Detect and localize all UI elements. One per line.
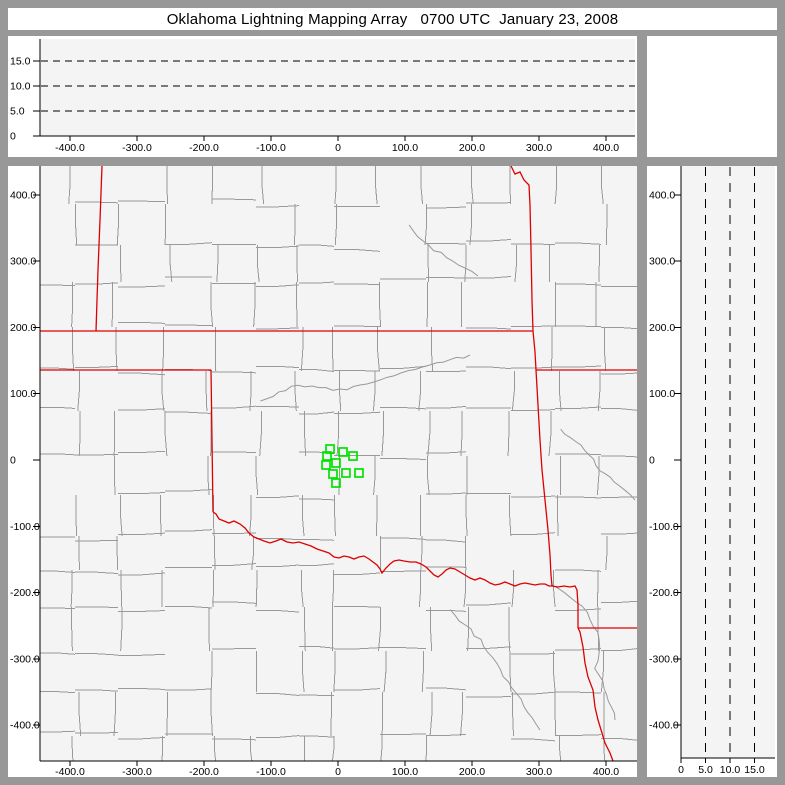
x-tick-label: 400.0 bbox=[593, 142, 619, 154]
state-border-line bbox=[95, 166, 103, 332]
y-tick-label: 100.0 bbox=[649, 388, 675, 400]
state-border-line bbox=[510, 166, 534, 332]
lma-station-marker bbox=[328, 469, 338, 479]
page-title: Oklahoma Lightning Mapping Array 0700 UT… bbox=[166, 10, 619, 28]
x-tick-label: -200.0 bbox=[189, 766, 219, 777]
y-tick-label: 200.0 bbox=[10, 322, 36, 334]
state-border-line bbox=[210, 369, 214, 513]
y-tick-label: 300.0 bbox=[649, 256, 675, 268]
y-tick-label: -200.0 bbox=[10, 587, 40, 599]
x-tick-label: 10.0 bbox=[720, 764, 741, 776]
y-tick-label: -300.0 bbox=[10, 653, 40, 665]
lma-station-marker bbox=[354, 468, 364, 478]
y-tick-label: 15.0 bbox=[10, 56, 31, 68]
y-tick-label: 300.0 bbox=[10, 256, 36, 268]
state-border-line bbox=[212, 511, 552, 587]
x-tick-label: 15.0 bbox=[744, 764, 765, 776]
x-tick-label: -200.0 bbox=[189, 142, 219, 154]
altitude-ns-chart: 400.0 300.0 200.0 100.0 0 -100.0 -200.0 -300.0 -… bbox=[649, 166, 775, 776]
state-border-line bbox=[577, 627, 614, 761]
lma-station-marker bbox=[331, 458, 341, 468]
y-tick-label: 200.0 bbox=[649, 322, 675, 334]
y-tick-label: 5.0 bbox=[10, 106, 25, 118]
y-tick-label: 400.0 bbox=[10, 189, 36, 201]
lma-station-marker bbox=[338, 447, 348, 457]
title-bar: Oklahoma Lightning Mapping Array 0700 UT… bbox=[8, 8, 777, 30]
x-tick-label: 200.0 bbox=[459, 766, 485, 777]
lma-station-marker bbox=[325, 444, 335, 454]
y-tick-label: 0 bbox=[10, 455, 16, 467]
y-tick-label: -400.0 bbox=[10, 720, 40, 732]
y-tick-label: -100.0 bbox=[10, 521, 40, 533]
altitude-ns-panel: 400.0 300.0 200.0 100.0 0 -100.0 -200.0 -300.0 -… bbox=[647, 166, 777, 777]
rivers bbox=[260, 224, 636, 731]
x-tick-label: 400.0 bbox=[593, 766, 619, 777]
lma-station-marker bbox=[341, 468, 351, 478]
x-tick-label: 0 bbox=[335, 766, 341, 777]
x-tick-label: -100.0 bbox=[256, 766, 286, 777]
state-border-line bbox=[532, 330, 553, 587]
x-tick-label: -300.0 bbox=[122, 142, 152, 154]
lma-station-marker bbox=[322, 451, 332, 461]
x-tick-label: 300.0 bbox=[526, 142, 552, 154]
y-tick-label: 100.0 bbox=[10, 388, 36, 400]
x-tick-label: 0 bbox=[335, 142, 341, 154]
state-boundaries bbox=[40, 166, 637, 761]
state-border-line bbox=[551, 585, 579, 628]
plan-view-map: 400.0 300.0 200.0 100.0 0 -100.0 -200.0 -300.0 -… bbox=[10, 166, 637, 778]
y-tick-label: -400.0 bbox=[649, 720, 679, 732]
plan-view-map-panel: 400.0 300.0 200.0 100.0 0 -100.0 -200.0 -300.0 -… bbox=[8, 166, 637, 778]
lma-stations bbox=[321, 444, 364, 488]
corner-panel bbox=[647, 36, 777, 157]
map-background bbox=[40, 166, 637, 761]
y-tick-label: -200.0 bbox=[649, 587, 679, 599]
x-tick-label: 0 bbox=[678, 764, 684, 776]
y-tick-label: 10.0 bbox=[10, 81, 31, 93]
x-tick-label: -100.0 bbox=[256, 142, 286, 154]
x-tick-label: 100.0 bbox=[392, 142, 418, 154]
y-tick-label: -300.0 bbox=[649, 653, 679, 665]
y-tick-label: 400.0 bbox=[649, 189, 675, 201]
lma-station-marker bbox=[348, 451, 358, 461]
county-boundaries bbox=[40, 166, 637, 761]
y-tick-label: 0 bbox=[649, 455, 655, 467]
x-tick-label: 300.0 bbox=[526, 766, 552, 777]
x-tick-label: -400.0 bbox=[55, 766, 85, 777]
y-tick-label: 0 bbox=[10, 131, 16, 143]
x-tick-label: 200.0 bbox=[459, 142, 485, 154]
altitude-ew-chart: 0 5.0 10.0 15.0 -400.0 -300.0 -200.0 -100.0 0 100… bbox=[10, 39, 635, 154]
x-tick-label: 5.0 bbox=[698, 764, 713, 776]
x-tick-label: -400.0 bbox=[55, 142, 85, 154]
x-tick-label: 100.0 bbox=[392, 766, 418, 777]
lma-station-marker bbox=[331, 478, 341, 488]
y-tick-label: -100.0 bbox=[649, 521, 679, 533]
x-tick-label: -300.0 bbox=[122, 766, 152, 777]
altitude-ew-panel: 0 5.0 10.0 15.0 -400.0 -300.0 -200.0 -100.0 0 100… bbox=[8, 36, 637, 157]
lma-station-marker bbox=[321, 460, 331, 470]
